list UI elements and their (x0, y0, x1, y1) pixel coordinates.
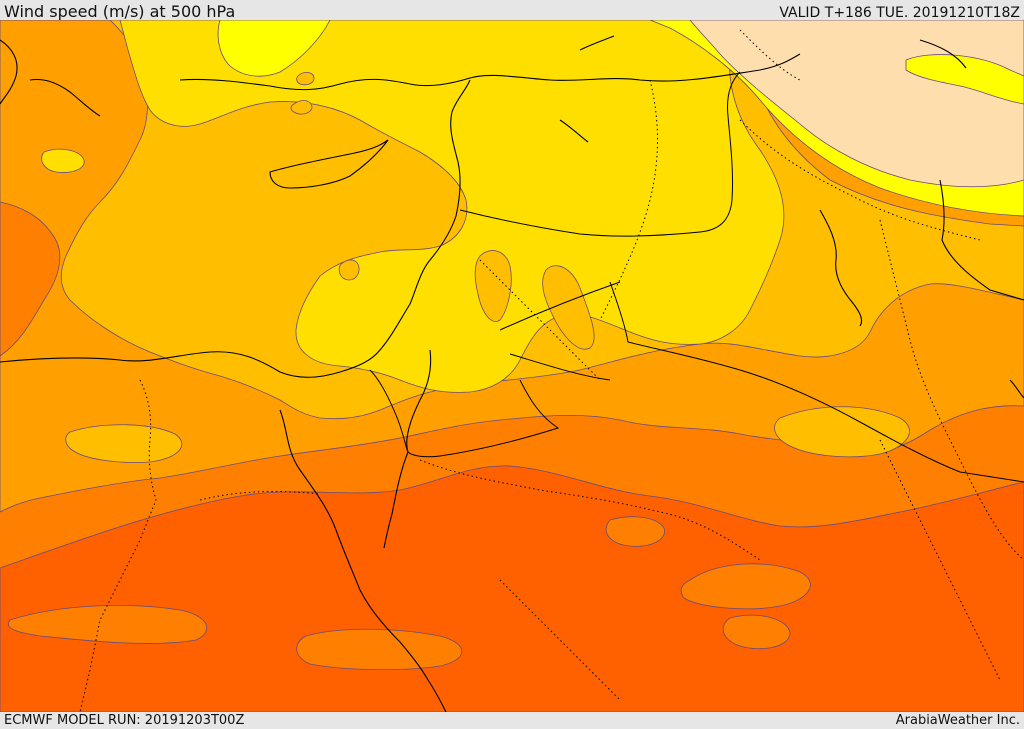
model-run: ECMWF MODEL RUN: 20191203T00Z (4, 713, 245, 728)
valid-time: VALID T+186 TUE. 20191210T18Z (779, 5, 1020, 21)
band-orange-west (0, 201, 61, 357)
band-orange-island (605, 516, 665, 547)
band-yellow-bright-nw (217, 20, 331, 77)
band-gold-east (774, 406, 910, 458)
band-yellow-west (41, 148, 85, 173)
header-bar: Wind speed (m/s) at 500 hPa VALID T+186 … (0, 0, 1024, 22)
band-orange-island (8, 605, 208, 644)
band-orange-island (722, 614, 791, 650)
band-gold-streak (542, 265, 595, 350)
band-gold-sinai (65, 424, 183, 463)
coastlines (0, 35, 1024, 712)
borders (79, 29, 1024, 712)
band-yellow (119, 20, 785, 393)
band-orange-island (296, 628, 462, 671)
footer-bar: ECMWF MODEL RUN: 20191203T00Z ArabiaWeat… (0, 712, 1024, 729)
band-gold-streak (338, 259, 360, 281)
band-orange-island (680, 563, 811, 610)
wind-speed-map (0, 20, 1024, 712)
band-orange-dark (0, 465, 1024, 712)
map-title: Wind speed (m/s) at 500 hPa (4, 2, 236, 21)
band-gold-streak (296, 72, 315, 86)
band-gold-streak (290, 100, 313, 115)
band-gold-streak (474, 250, 512, 322)
boundaries (369, 71, 1024, 483)
credit: ArabiaWeather Inc. (895, 713, 1020, 728)
